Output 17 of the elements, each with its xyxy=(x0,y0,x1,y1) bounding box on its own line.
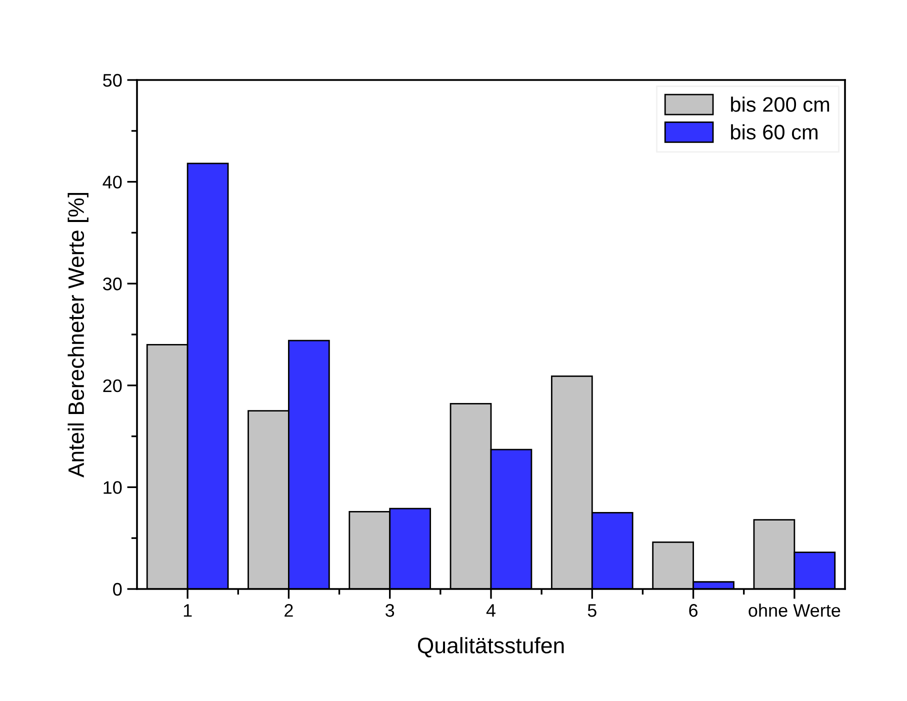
y-tick-label: 0 xyxy=(113,582,122,596)
x-tick-label: 3 xyxy=(386,604,394,617)
x-tick-label: 4 xyxy=(486,604,496,617)
y-axis-title: Anteil Berechneter Werte [%] xyxy=(68,193,88,478)
x-tick-label: 6 xyxy=(689,604,698,617)
y-tick-label: 20 xyxy=(103,379,122,392)
x-tick-label: 2 xyxy=(284,604,293,617)
x-tick-label: ohne Werte xyxy=(748,604,840,617)
x-tick-label: 1 xyxy=(184,604,192,617)
legend-label: bis 60 cm xyxy=(731,124,818,140)
y-tick-label: 40 xyxy=(102,176,122,189)
y-tick-label: 10 xyxy=(104,481,122,494)
legend-label: bis 200 cm xyxy=(731,96,830,112)
x-axis-title: Qualitätsstufen xyxy=(418,637,564,658)
x-tick-label: 5 xyxy=(588,604,596,617)
y-tick-label: 50 xyxy=(103,74,122,87)
y-tick-label: 30 xyxy=(103,278,122,290)
